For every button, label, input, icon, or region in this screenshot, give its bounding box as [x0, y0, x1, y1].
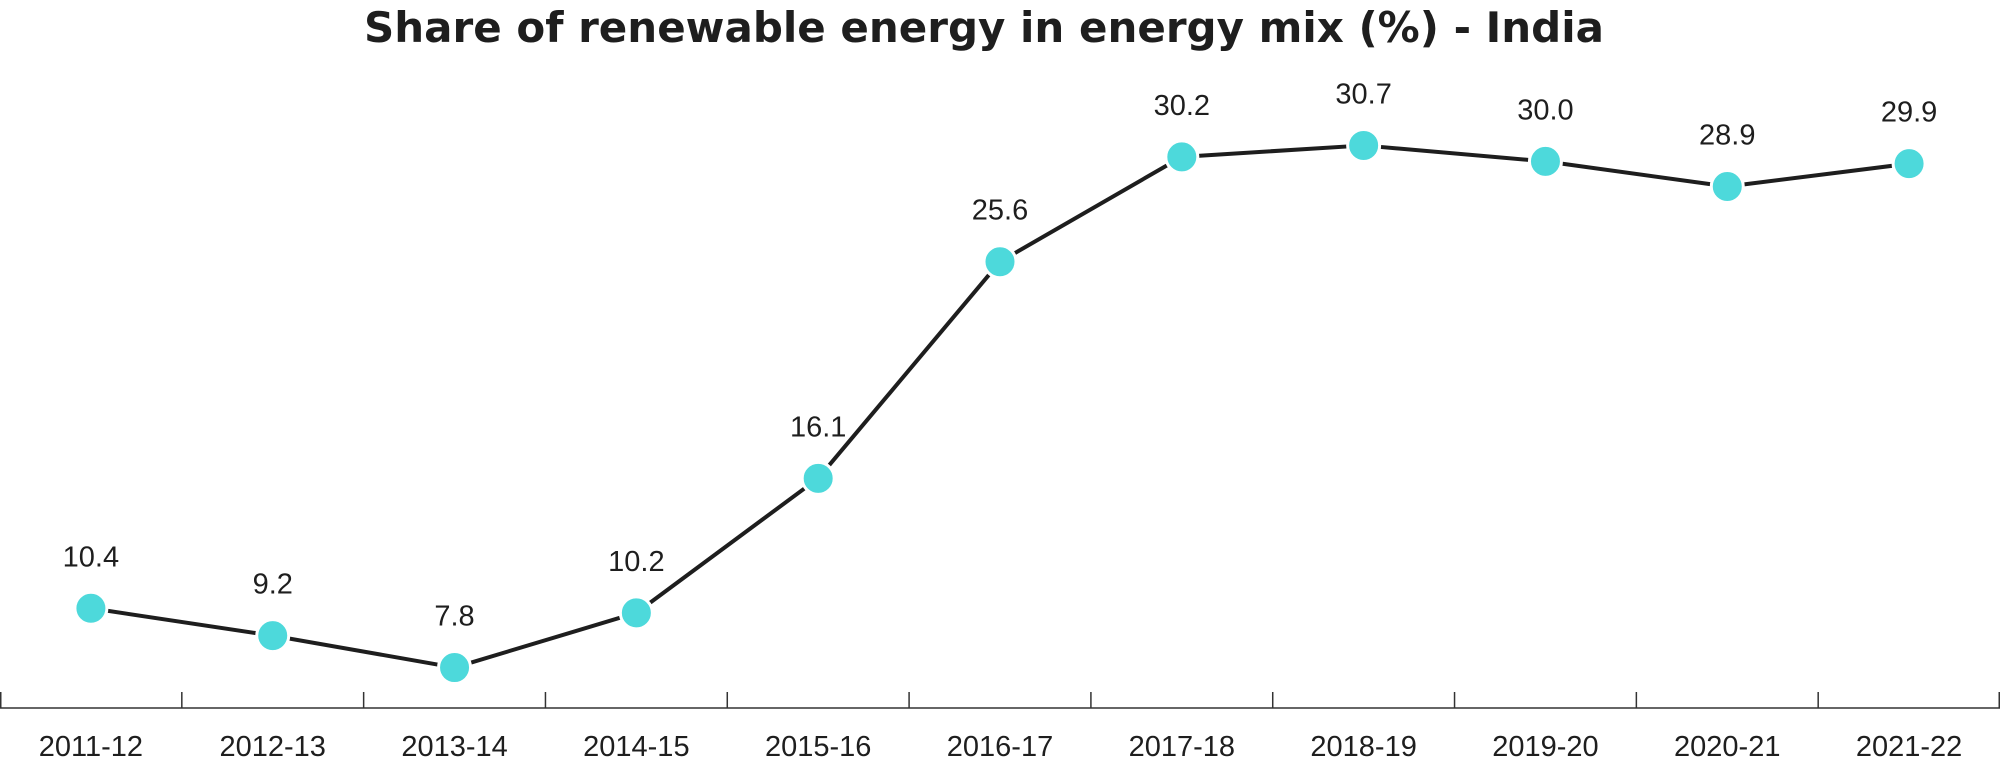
data-point [800, 460, 836, 496]
data-label: 30.2 [1154, 90, 1210, 122]
x-tick-label: 2021-22 [1856, 731, 1962, 763]
data-point [1346, 127, 1382, 163]
data-label: 7.8 [434, 601, 474, 633]
data-point [1709, 168, 1745, 204]
x-axis-tick-labels: 2011-12 2012-13 2013-14 2014-15 2015-16 2016-… [39, 731, 1963, 763]
data-points [73, 127, 1927, 686]
data-label: 28.9 [1699, 119, 1755, 151]
data-point [437, 650, 473, 686]
x-tick-label: 2020-21 [1674, 731, 1780, 763]
data-label: 10.2 [608, 546, 664, 578]
data-label: 16.1 [790, 411, 846, 443]
chart-title: Share of renewable energy in energy mix … [364, 3, 1604, 52]
x-tick-label: 2019-20 [1492, 731, 1598, 763]
data-point [1164, 139, 1200, 175]
data-point [1527, 143, 1563, 179]
data-labels: 10.4 9.2 7.8 10.2 16.1 25.6 30.2 30.7 30.0 28.9 29… [63, 78, 1938, 632]
x-tick-label: 2013-14 [401, 731, 507, 763]
x-tick-label: 2012-13 [220, 731, 326, 763]
data-label: 29.9 [1881, 97, 1937, 129]
x-axis-ticks [0, 692, 2000, 708]
x-tick-label: 2011-12 [39, 731, 143, 763]
x-tick-label: 2017-18 [1129, 731, 1235, 763]
data-point [1891, 146, 1927, 182]
x-tick-label: 2014-15 [583, 731, 689, 763]
data-label: 30.7 [1335, 78, 1391, 110]
data-point [255, 618, 291, 654]
data-label: 25.6 [972, 195, 1028, 227]
data-point [982, 244, 1018, 280]
data-point [73, 590, 109, 626]
data-label: 10.4 [63, 541, 119, 573]
x-tick-label: 2015-16 [765, 731, 871, 763]
data-label: 9.2 [253, 569, 293, 601]
x-tick-label: 2016-17 [947, 731, 1053, 763]
data-point [618, 595, 654, 631]
data-label: 30.0 [1517, 94, 1573, 126]
x-tick-label: 2018-19 [1310, 731, 1416, 763]
